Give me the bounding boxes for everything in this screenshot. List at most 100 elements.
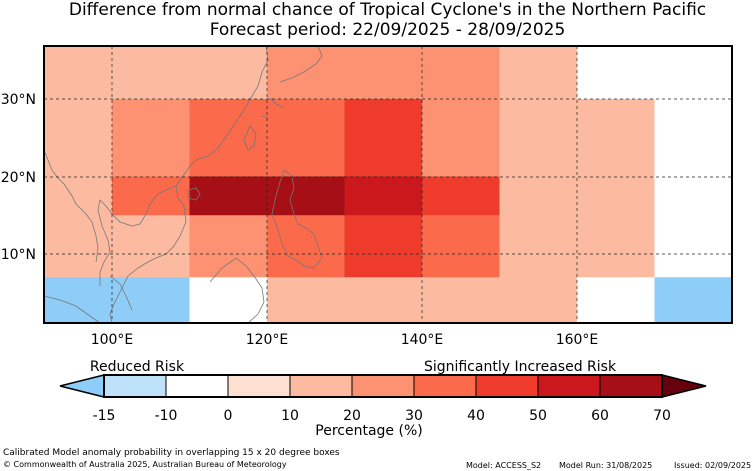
- grid-cell: [577, 99, 655, 177]
- grid-cell: [654, 99, 732, 177]
- colorbar-swatch: [103, 374, 167, 398]
- colorbar-swatch: [289, 374, 353, 398]
- grid-cell: [44, 215, 113, 278]
- grid-cell: [577, 176, 655, 216]
- footer-issued: Issued: 02/09/2025: [674, 461, 752, 470]
- colorbar: [59, 374, 707, 398]
- ryukyu-islands: [261, 97, 285, 119]
- grid-cell: [499, 176, 578, 216]
- grid-cell: [112, 215, 190, 278]
- grid-cell: [654, 277, 732, 323]
- graticule: [44, 46, 732, 323]
- grid-cell: [654, 215, 732, 278]
- grid-cell: [267, 99, 345, 177]
- colorbar-tick-label: -10: [155, 408, 178, 424]
- lat-labels: 30°N 20°N 10°N: [1, 92, 36, 263]
- anomaly-cells: [44, 46, 732, 323]
- grid-cell: [44, 277, 113, 323]
- grid-cell: [189, 99, 268, 177]
- grid-cell: [499, 277, 578, 323]
- colorbar-tick-label: 20: [343, 408, 361, 424]
- colorbar-tick-label: 40: [467, 408, 485, 424]
- lat-label-10n: 10°N: [1, 247, 36, 263]
- grid-cell: [44, 99, 113, 177]
- colorbar-frame: [103, 374, 663, 398]
- grid-cell: [344, 46, 423, 100]
- grid-cell: [577, 46, 655, 100]
- grid-cell: [44, 176, 113, 216]
- grid-cell: [499, 215, 578, 278]
- lat-label-20n: 20°N: [1, 170, 36, 186]
- grid-cell: [112, 99, 190, 177]
- malay-coast: [109, 275, 133, 311]
- colorbar-over-arrow: [661, 374, 707, 398]
- increased-risk-label: Significantly Increased Risk: [424, 359, 617, 375]
- footer-description: Calibrated Model anomaly probability in …: [3, 448, 340, 458]
- grid-cell: [577, 277, 655, 323]
- grid-cell: [422, 176, 500, 216]
- colorbar-swatch: [599, 374, 663, 398]
- footer-model: Model: ACCESS_S2: [466, 461, 542, 470]
- footer-model-run: Model Run: 31/08/2025: [559, 461, 653, 470]
- grid-cell: [112, 46, 190, 100]
- grid-cell: [422, 277, 500, 323]
- colorbar-ticks: -15 -10 0 10 20 30 40 50 60 70: [93, 408, 671, 424]
- grid-cell: [189, 215, 268, 278]
- lon-labels: 100°E 120°E 140°E 160°E: [91, 332, 599, 348]
- grid-cell: [344, 215, 423, 278]
- colorbar-swatch: [537, 374, 601, 398]
- colorbar-tick-label: 0: [224, 408, 233, 424]
- grid-cell: [267, 176, 345, 216]
- map-frame: [43, 45, 733, 324]
- grid-cell: [189, 176, 268, 216]
- lon-label-160e: 160°E: [556, 332, 599, 348]
- grid-cell: [267, 215, 345, 278]
- grid-cell: [654, 46, 732, 100]
- hainan-coast: [187, 187, 201, 201]
- title-line-1: Difference from normal chance of Tropica…: [68, 0, 707, 20]
- footer-copyright: © Commonwealth of Australia 2025, Austra…: [3, 460, 287, 469]
- lat-label-30n: 30°N: [1, 92, 36, 108]
- grid-cell: [422, 215, 500, 278]
- grid-cell: [112, 176, 190, 216]
- colorbar-swatch: [475, 374, 539, 398]
- colorbar-tick-label: 70: [653, 408, 671, 424]
- grid-cell: [422, 99, 500, 177]
- colorbar-xlabel: Percentage (%): [315, 423, 422, 439]
- lon-label-140e: 140°E: [401, 332, 444, 348]
- colorbar-swatch: [165, 374, 229, 398]
- colorbar-swatch: [227, 374, 291, 398]
- grid-cell: [112, 277, 190, 323]
- gulf-coast: [97, 185, 177, 286]
- title-line-2: Forecast period: 22/09/2025 - 28/09/2025: [209, 20, 566, 40]
- grid-cell: [267, 46, 345, 100]
- colorbar-swatch: [351, 374, 415, 398]
- grid-cell: [267, 277, 345, 323]
- colorbar-tick-label: -15: [93, 408, 116, 424]
- grid-cell: [422, 46, 500, 100]
- grid-cell: [189, 46, 268, 100]
- borneo-coast: [209, 257, 265, 323]
- lon-label-120e: 120°E: [246, 332, 289, 348]
- colorbar-tick-label: 60: [591, 408, 609, 424]
- grid-cell: [654, 176, 732, 216]
- japan-coast: [279, 46, 323, 83]
- grid-cell: [44, 46, 113, 100]
- grid-cell: [344, 277, 423, 323]
- taiwan-coast: [243, 125, 257, 151]
- philippines-coast: [271, 169, 323, 269]
- colorbar-tick-label: 10: [281, 408, 299, 424]
- lon-label-100e: 100°E: [91, 332, 134, 348]
- grid-cell: [499, 46, 578, 100]
- colorbar-swatch: [413, 374, 477, 398]
- reduced-risk-label: Reduced Risk: [90, 359, 185, 375]
- burma-coast: [44, 149, 99, 263]
- colorbar-tick-label: 50: [529, 408, 547, 424]
- grid-cell: [499, 99, 578, 177]
- colorbar-under-arrow: [59, 374, 105, 398]
- colorbar-tick-label: 30: [405, 408, 423, 424]
- coastline: [44, 46, 323, 323]
- grid-cell: [344, 176, 423, 216]
- sumatra-coast: [44, 295, 101, 323]
